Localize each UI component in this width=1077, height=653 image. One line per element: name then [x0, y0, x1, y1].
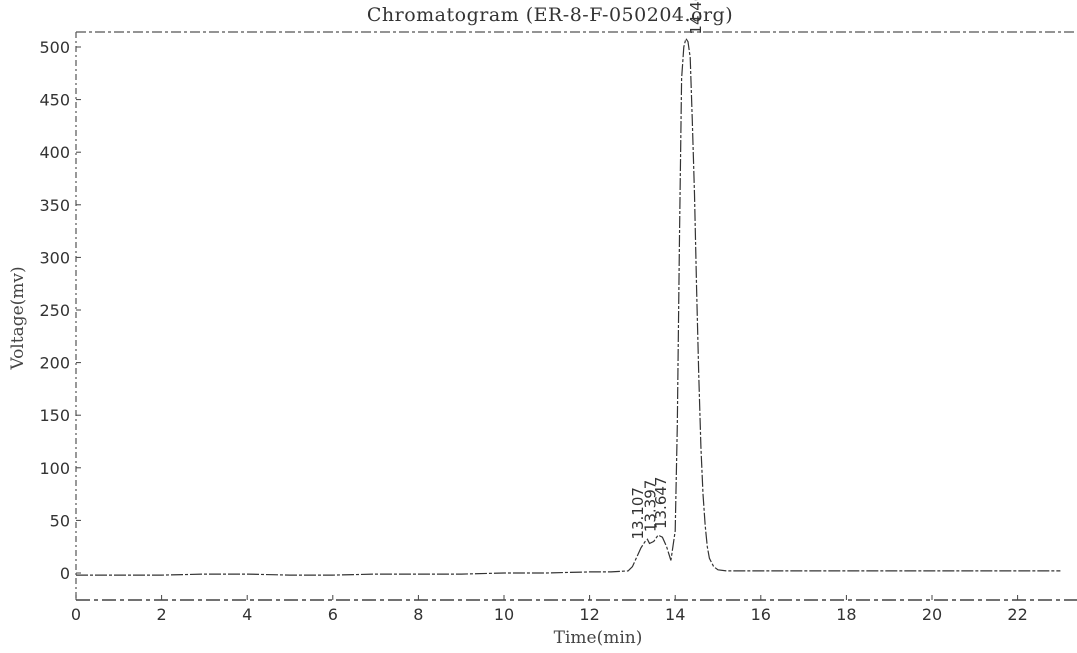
y-tick-label: 500 — [39, 38, 70, 57]
x-tick-label: 12 — [579, 605, 599, 624]
y-tick-label: 300 — [39, 248, 70, 267]
y-tick-label: 50 — [50, 511, 70, 530]
x-axis-label: Time(min) — [553, 628, 643, 648]
peak-label: 14.468 — [687, 0, 705, 35]
y-tick-label: 350 — [39, 196, 70, 215]
x-tick-label: 4 — [242, 605, 252, 624]
peak-label: 13.107 — [629, 487, 647, 540]
x-tick-label: 0 — [71, 605, 81, 624]
plot-frame — [75, 31, 1077, 601]
x-tick-label: 16 — [751, 605, 771, 624]
y-ticks: 0 50 100 150 200 250 300 350 400 450 500 — [39, 38, 81, 583]
series-line — [76, 37, 1061, 576]
y-tick-label: 150 — [39, 406, 70, 425]
series-layer — [76, 37, 1061, 576]
y-tick-label: 0 — [60, 564, 70, 583]
y-tick-label: 400 — [39, 143, 70, 162]
peak-label: 13.647 — [652, 477, 670, 530]
y-tick-label: 250 — [39, 301, 70, 320]
peak-label: 13.397 — [641, 480, 659, 533]
y-tick-label: 200 — [39, 354, 70, 373]
y-tick-label: 100 — [39, 459, 70, 478]
x-tick-label: 18 — [836, 605, 856, 624]
x-ticks: 0 2 4 6 8 10 12 14 16 18 20 22 — [71, 595, 1028, 624]
x-tick-label: 6 — [328, 605, 338, 624]
x-tick-label: 14 — [665, 605, 685, 624]
x-tick-label: 22 — [1007, 605, 1027, 624]
x-tick-label: 8 — [413, 605, 423, 624]
x-tick-label: 2 — [157, 605, 167, 624]
x-tick-label: 10 — [494, 605, 514, 624]
y-tick-label: 450 — [39, 91, 70, 110]
chart-title: Chromatogram (ER-8-F-050204.org) — [366, 4, 734, 26]
x-tick-label: 20 — [922, 605, 942, 624]
